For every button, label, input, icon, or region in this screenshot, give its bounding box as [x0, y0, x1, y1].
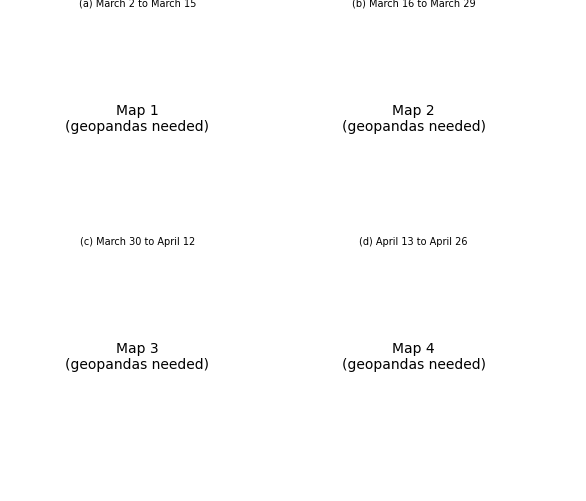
Title: (d) April 13 to April 26: (d) April 13 to April 26 — [359, 237, 468, 247]
Text: Map 4
(geopandas needed): Map 4 (geopandas needed) — [342, 342, 486, 372]
Text: Map 1
(geopandas needed): Map 1 (geopandas needed) — [65, 104, 209, 134]
Text: Map 2
(geopandas needed): Map 2 (geopandas needed) — [342, 104, 486, 134]
Title: (b) March 16 to March 29: (b) March 16 to March 29 — [352, 0, 475, 9]
Title: (c) March 30 to April 12: (c) March 30 to April 12 — [80, 237, 195, 247]
Text: Map 3
(geopandas needed): Map 3 (geopandas needed) — [65, 342, 209, 372]
Title: (a) March 2 to March 15: (a) March 2 to March 15 — [79, 0, 196, 9]
